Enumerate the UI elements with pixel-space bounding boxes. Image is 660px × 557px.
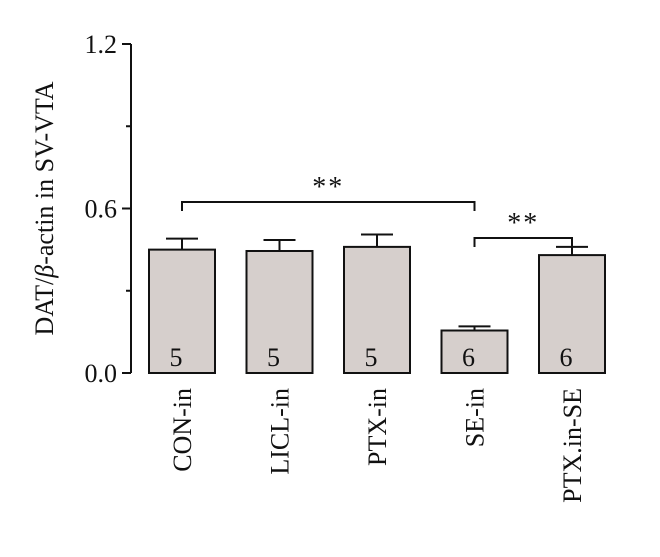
axes: 0.0 0.6 1.2	[85, 30, 132, 388]
bar	[245, 249, 314, 374]
significance-bracket	[181, 201, 476, 211]
bar	[538, 254, 606, 375]
bars: 5 5 5 6 6	[148, 233, 606, 375]
significance-label: **	[312, 172, 344, 203]
x-tick-label: LICL-in	[266, 388, 295, 475]
y-axis-title: DAT/β-actin in SV-VTA	[30, 81, 59, 335]
y-axis-title-beta: β	[30, 265, 59, 279]
y-tick-label: 0.6	[85, 195, 118, 224]
bar	[148, 248, 216, 374]
significance-bracket	[473, 237, 573, 247]
sample-size-label: 6	[462, 343, 475, 372]
y-axis-title-part: -actin in SV-VTA	[30, 81, 59, 264]
sample-size-label: 6	[560, 343, 573, 372]
x-tick-label: PTX.in-SE	[558, 388, 587, 503]
y-tick-label: 0.0	[85, 359, 118, 388]
sample-size-label: 5	[170, 343, 183, 372]
bar	[343, 245, 411, 374]
sample-size-label: 5	[365, 343, 378, 372]
significance-label: **	[507, 208, 539, 239]
y-axis-title-part: DAT/	[30, 277, 59, 336]
category-labels: CON-in LICL-in PTX-in SE-in PTX.in-SE	[168, 388, 587, 503]
y-tick-label: 1.2	[85, 30, 118, 59]
y-ticks: 0.0 0.6 1.2	[85, 30, 131, 388]
x-tick-label: SE-in	[461, 388, 490, 447]
significance-brackets: ** **	[181, 172, 573, 247]
sample-size-label: 5	[267, 343, 280, 372]
x-tick-label: CON-in	[168, 388, 197, 472]
x-tick-label: PTX-in	[363, 388, 392, 466]
